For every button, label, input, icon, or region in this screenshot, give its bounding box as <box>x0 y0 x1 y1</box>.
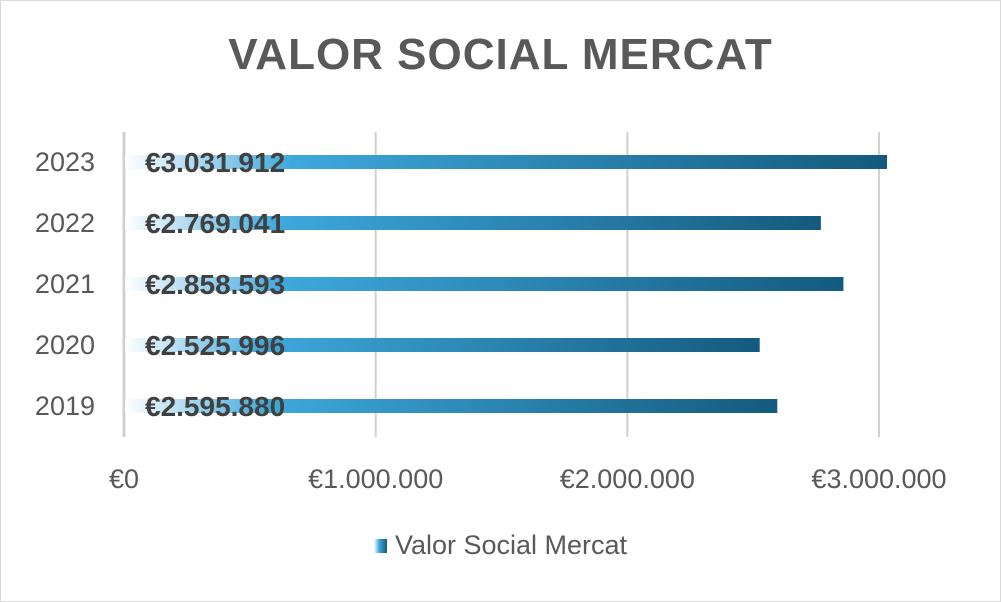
chart-title: VALOR SOCIAL MERCAT <box>228 30 773 79</box>
y-tick-label: 2020 <box>35 330 95 360</box>
data-label: €2.525.996 <box>145 330 285 361</box>
legend-label: Valor Social Mercat <box>394 530 628 560</box>
data-label: €2.858.593 <box>145 269 285 300</box>
x-tick-label: €2.000.000 <box>560 464 695 494</box>
bar <box>125 338 760 352</box>
data-label: €2.595.880 <box>145 391 285 422</box>
y-tick-label: 2021 <box>35 269 95 299</box>
bar <box>125 277 844 291</box>
x-tick-label: €1.000.000 <box>308 464 443 494</box>
legend-swatch <box>373 538 387 553</box>
y-tick-label: 2019 <box>35 391 95 421</box>
bar <box>125 155 888 169</box>
y-tick-label: 2023 <box>35 147 95 177</box>
data-label: €3.031.912 <box>145 147 285 178</box>
data-label: €2.769.041 <box>145 208 285 239</box>
x-tick-label: €3.000.000 <box>811 464 946 494</box>
y-tick-label: 2022 <box>35 208 95 238</box>
x-tick-label: €0 <box>109 464 139 494</box>
chart-legend: Valor Social Mercat <box>0 530 1001 561</box>
bar <box>125 216 821 230</box>
bar <box>125 399 778 413</box>
